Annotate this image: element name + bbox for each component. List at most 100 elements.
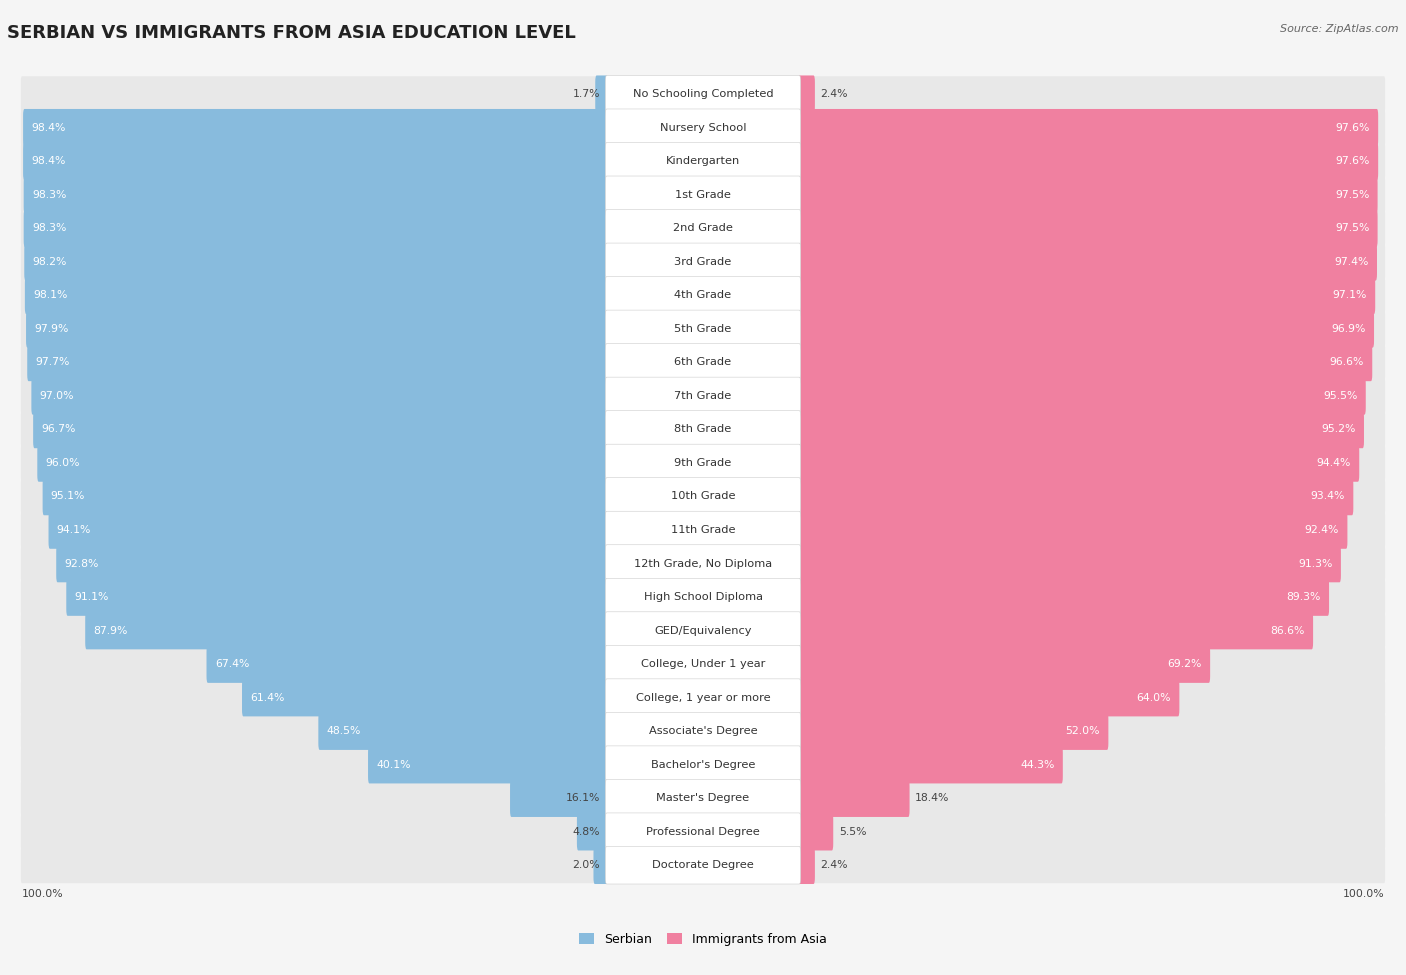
FancyBboxPatch shape	[24, 176, 607, 214]
Text: No Schooling Completed: No Schooling Completed	[633, 90, 773, 99]
Text: 100.0%: 100.0%	[1343, 889, 1384, 899]
FancyBboxPatch shape	[21, 680, 1385, 716]
Text: 96.6%: 96.6%	[1330, 358, 1364, 368]
Text: 18.4%: 18.4%	[915, 794, 949, 803]
FancyBboxPatch shape	[606, 645, 800, 682]
Text: 96.9%: 96.9%	[1331, 324, 1365, 333]
FancyBboxPatch shape	[606, 310, 800, 348]
FancyBboxPatch shape	[21, 847, 1385, 883]
Text: 97.4%: 97.4%	[1334, 256, 1368, 267]
FancyBboxPatch shape	[42, 478, 607, 515]
FancyBboxPatch shape	[21, 143, 1385, 179]
Text: 98.2%: 98.2%	[32, 256, 67, 267]
Text: 95.5%: 95.5%	[1323, 391, 1358, 401]
FancyBboxPatch shape	[799, 310, 1374, 348]
Text: 91.1%: 91.1%	[75, 592, 108, 602]
FancyBboxPatch shape	[799, 746, 1063, 784]
FancyBboxPatch shape	[606, 109, 800, 146]
FancyBboxPatch shape	[21, 378, 1385, 413]
FancyBboxPatch shape	[799, 75, 815, 113]
FancyBboxPatch shape	[21, 579, 1385, 615]
FancyBboxPatch shape	[24, 243, 607, 281]
FancyBboxPatch shape	[25, 277, 607, 314]
FancyBboxPatch shape	[21, 211, 1385, 247]
FancyBboxPatch shape	[606, 478, 800, 515]
Text: Nursery School: Nursery School	[659, 123, 747, 133]
FancyBboxPatch shape	[21, 546, 1385, 581]
FancyBboxPatch shape	[21, 244, 1385, 280]
FancyBboxPatch shape	[21, 278, 1385, 313]
Text: 93.4%: 93.4%	[1310, 491, 1346, 501]
FancyBboxPatch shape	[606, 813, 800, 850]
FancyBboxPatch shape	[799, 545, 1341, 582]
FancyBboxPatch shape	[27, 343, 607, 381]
FancyBboxPatch shape	[510, 779, 607, 817]
Legend: Serbian, Immigrants from Asia: Serbian, Immigrants from Asia	[579, 933, 827, 946]
Text: 97.0%: 97.0%	[39, 391, 75, 401]
Text: 40.1%: 40.1%	[377, 760, 411, 769]
FancyBboxPatch shape	[606, 445, 800, 482]
FancyBboxPatch shape	[606, 846, 800, 884]
Text: 100.0%: 100.0%	[22, 889, 63, 899]
Text: 11th Grade: 11th Grade	[671, 525, 735, 535]
FancyBboxPatch shape	[21, 311, 1385, 347]
FancyBboxPatch shape	[799, 210, 1378, 247]
Text: 64.0%: 64.0%	[1136, 692, 1171, 703]
Text: 87.9%: 87.9%	[93, 626, 128, 636]
Text: 94.4%: 94.4%	[1316, 458, 1351, 468]
Text: 4th Grade: 4th Grade	[675, 291, 731, 300]
Text: 98.4%: 98.4%	[31, 156, 66, 167]
Text: 97.7%: 97.7%	[35, 358, 70, 368]
FancyBboxPatch shape	[606, 511, 800, 549]
Text: 92.4%: 92.4%	[1305, 525, 1339, 535]
FancyBboxPatch shape	[799, 645, 1211, 682]
FancyBboxPatch shape	[21, 646, 1385, 682]
FancyBboxPatch shape	[21, 445, 1385, 481]
FancyBboxPatch shape	[38, 445, 607, 482]
FancyBboxPatch shape	[606, 277, 800, 314]
FancyBboxPatch shape	[799, 478, 1354, 515]
FancyBboxPatch shape	[606, 713, 800, 750]
Text: 6th Grade: 6th Grade	[675, 358, 731, 368]
Text: 7th Grade: 7th Grade	[675, 391, 731, 401]
Text: College, 1 year or more: College, 1 year or more	[636, 692, 770, 703]
FancyBboxPatch shape	[799, 277, 1375, 314]
Text: 96.7%: 96.7%	[41, 424, 76, 435]
Text: 48.5%: 48.5%	[326, 726, 361, 736]
Text: Bachelor's Degree: Bachelor's Degree	[651, 760, 755, 769]
FancyBboxPatch shape	[606, 611, 800, 649]
FancyBboxPatch shape	[576, 813, 607, 850]
FancyBboxPatch shape	[606, 545, 800, 582]
FancyBboxPatch shape	[21, 713, 1385, 749]
Text: 52.0%: 52.0%	[1066, 726, 1099, 736]
FancyBboxPatch shape	[799, 813, 834, 850]
Text: 4.8%: 4.8%	[572, 827, 600, 837]
Text: Master's Degree: Master's Degree	[657, 794, 749, 803]
FancyBboxPatch shape	[606, 410, 800, 448]
FancyBboxPatch shape	[242, 679, 607, 717]
Text: 91.3%: 91.3%	[1298, 559, 1333, 568]
FancyBboxPatch shape	[21, 814, 1385, 849]
Text: 98.4%: 98.4%	[31, 123, 66, 133]
FancyBboxPatch shape	[21, 747, 1385, 783]
FancyBboxPatch shape	[799, 142, 1378, 180]
FancyBboxPatch shape	[207, 645, 607, 682]
FancyBboxPatch shape	[799, 377, 1365, 414]
Text: 95.1%: 95.1%	[51, 491, 86, 501]
Text: 97.6%: 97.6%	[1336, 123, 1369, 133]
FancyBboxPatch shape	[606, 343, 800, 381]
FancyBboxPatch shape	[799, 343, 1372, 381]
Text: 2nd Grade: 2nd Grade	[673, 223, 733, 233]
Text: 44.3%: 44.3%	[1021, 760, 1054, 769]
Text: 97.5%: 97.5%	[1334, 190, 1369, 200]
FancyBboxPatch shape	[318, 713, 607, 750]
FancyBboxPatch shape	[799, 410, 1364, 448]
FancyBboxPatch shape	[21, 512, 1385, 548]
FancyBboxPatch shape	[21, 780, 1385, 816]
FancyBboxPatch shape	[799, 713, 1108, 750]
Text: Associate's Degree: Associate's Degree	[648, 726, 758, 736]
FancyBboxPatch shape	[606, 210, 800, 247]
FancyBboxPatch shape	[606, 578, 800, 616]
Text: College, Under 1 year: College, Under 1 year	[641, 659, 765, 669]
Text: 2.4%: 2.4%	[820, 90, 848, 99]
